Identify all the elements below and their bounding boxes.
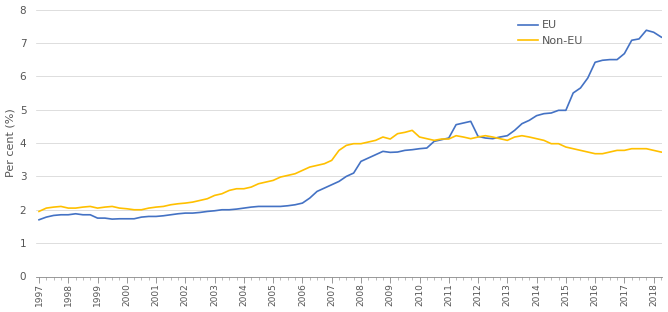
EU — [210, 209, 218, 213]
Y-axis label: Per cent (%): Per cent (%) — [5, 109, 15, 178]
Line: Non-EU: Non-EU — [39, 130, 668, 212]
EU — [408, 148, 416, 152]
Non-EU — [218, 192, 226, 196]
Non-EU — [210, 193, 218, 197]
Non-EU — [415, 135, 424, 139]
Non-EU — [635, 147, 643, 151]
Non-EU — [49, 205, 57, 209]
EU — [49, 214, 57, 217]
Non-EU — [349, 142, 357, 146]
EU — [349, 171, 357, 175]
EU — [218, 208, 226, 212]
EU — [628, 38, 636, 42]
Non-EU — [408, 129, 416, 132]
Legend: EU, Non-EU: EU, Non-EU — [518, 21, 583, 46]
Line: EU: EU — [39, 30, 668, 220]
Non-EU — [35, 210, 43, 213]
EU — [643, 28, 651, 32]
EU — [35, 218, 43, 222]
